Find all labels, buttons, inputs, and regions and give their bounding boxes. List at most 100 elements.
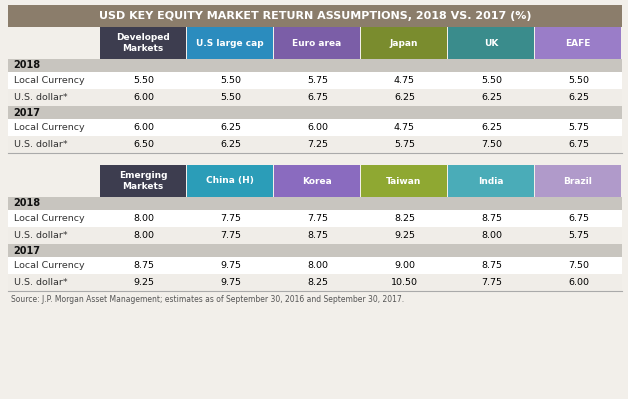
Text: 9.25: 9.25 xyxy=(394,231,415,240)
Text: 5.50: 5.50 xyxy=(568,76,589,85)
Text: Local Currency: Local Currency xyxy=(14,123,85,132)
Text: 7.75: 7.75 xyxy=(307,214,328,223)
Bar xyxy=(8,119,622,136)
Text: India: India xyxy=(479,176,504,186)
Text: 5.75: 5.75 xyxy=(568,231,589,240)
Bar xyxy=(448,27,534,59)
Bar xyxy=(535,27,621,59)
Text: Local Currency: Local Currency xyxy=(14,76,85,85)
Text: 6.50: 6.50 xyxy=(133,140,154,149)
Text: 6.25: 6.25 xyxy=(220,140,241,149)
Text: 6.25: 6.25 xyxy=(481,93,502,102)
Bar xyxy=(8,197,622,210)
Text: 6.25: 6.25 xyxy=(568,93,589,102)
Bar xyxy=(448,165,534,197)
Text: 6.00: 6.00 xyxy=(133,123,154,132)
Text: 8.25: 8.25 xyxy=(307,278,328,287)
Text: 5.50: 5.50 xyxy=(220,93,241,102)
Text: U.S large cap: U.S large cap xyxy=(196,38,264,47)
Bar xyxy=(8,244,622,257)
Text: 7.75: 7.75 xyxy=(481,278,502,287)
Text: 4.75: 4.75 xyxy=(394,123,415,132)
Bar xyxy=(8,27,622,59)
Text: 2017: 2017 xyxy=(13,245,40,255)
Text: 6.25: 6.25 xyxy=(220,123,241,132)
Text: 8.75: 8.75 xyxy=(133,261,154,270)
Text: Euro area: Euro area xyxy=(293,38,342,47)
Text: U.S. dollar*: U.S. dollar* xyxy=(14,231,68,240)
Bar xyxy=(274,165,360,197)
Bar xyxy=(8,106,622,119)
Text: 7.50: 7.50 xyxy=(568,261,589,270)
Text: EAFE: EAFE xyxy=(565,38,591,47)
Bar xyxy=(8,257,622,274)
Bar xyxy=(8,210,622,227)
Bar xyxy=(274,27,360,59)
Text: U.S. dollar*: U.S. dollar* xyxy=(14,140,68,149)
Text: Korea: Korea xyxy=(302,176,332,186)
Text: 9.25: 9.25 xyxy=(133,278,154,287)
Text: 2018: 2018 xyxy=(13,198,40,209)
Text: Brazil: Brazil xyxy=(563,176,592,186)
Text: 7.75: 7.75 xyxy=(220,214,241,223)
Text: Developed
Markets: Developed Markets xyxy=(116,33,170,53)
Text: 2018: 2018 xyxy=(13,61,40,71)
Text: 7.75: 7.75 xyxy=(220,231,241,240)
Text: 10.50: 10.50 xyxy=(391,278,418,287)
Text: 5.50: 5.50 xyxy=(481,76,502,85)
Text: Local Currency: Local Currency xyxy=(14,261,85,270)
Bar xyxy=(8,89,622,106)
Bar xyxy=(8,72,622,89)
Text: 6.00: 6.00 xyxy=(568,278,589,287)
Text: Source: J.P. Morgan Asset Management; estimates as of September 30, 2016 and Sep: Source: J.P. Morgan Asset Management; es… xyxy=(11,296,404,304)
Text: 7.25: 7.25 xyxy=(307,140,328,149)
Text: Emerging
Markets: Emerging Markets xyxy=(119,171,167,191)
Text: 6.75: 6.75 xyxy=(307,93,328,102)
Bar xyxy=(8,5,622,27)
Text: UK: UK xyxy=(484,38,498,47)
Text: 5.75: 5.75 xyxy=(568,123,589,132)
Text: 4.75: 4.75 xyxy=(394,76,415,85)
Text: 8.00: 8.00 xyxy=(481,231,502,240)
Text: 8.75: 8.75 xyxy=(481,214,502,223)
Bar xyxy=(8,136,622,153)
Text: 6.75: 6.75 xyxy=(568,140,589,149)
Text: 5.75: 5.75 xyxy=(394,140,415,149)
Text: 6.00: 6.00 xyxy=(133,93,154,102)
Text: 8.00: 8.00 xyxy=(307,261,328,270)
Text: U.S. dollar*: U.S. dollar* xyxy=(14,278,68,287)
Text: 8.00: 8.00 xyxy=(133,214,154,223)
Text: 8.25: 8.25 xyxy=(394,214,415,223)
Bar xyxy=(361,27,447,59)
Bar xyxy=(187,27,273,59)
Bar xyxy=(8,59,622,72)
Text: China (H): China (H) xyxy=(206,176,254,186)
Bar xyxy=(187,165,273,197)
Bar xyxy=(361,165,447,197)
Bar xyxy=(8,165,622,197)
Text: 6.25: 6.25 xyxy=(481,123,502,132)
Bar xyxy=(8,227,622,244)
Text: 9.75: 9.75 xyxy=(220,278,241,287)
Text: 6.25: 6.25 xyxy=(394,93,415,102)
Text: 8.00: 8.00 xyxy=(133,231,154,240)
Bar xyxy=(8,274,622,291)
Text: 9.75: 9.75 xyxy=(220,261,241,270)
Text: 5.50: 5.50 xyxy=(133,76,154,85)
Bar xyxy=(100,27,186,59)
Text: 6.75: 6.75 xyxy=(568,214,589,223)
Text: U.S. dollar*: U.S. dollar* xyxy=(14,93,68,102)
Bar xyxy=(100,165,186,197)
Text: 6.00: 6.00 xyxy=(307,123,328,132)
Text: 8.75: 8.75 xyxy=(307,231,328,240)
Text: 2017: 2017 xyxy=(13,107,40,117)
Text: USD KEY EQUITY MARKET RETURN ASSUMPTIONS, 2018 VS. 2017 (%): USD KEY EQUITY MARKET RETURN ASSUMPTIONS… xyxy=(99,11,531,21)
Text: Taiwan: Taiwan xyxy=(386,176,421,186)
Bar xyxy=(535,165,621,197)
Text: 9.00: 9.00 xyxy=(394,261,415,270)
Text: 7.50: 7.50 xyxy=(481,140,502,149)
Text: 8.75: 8.75 xyxy=(481,261,502,270)
Text: 5.75: 5.75 xyxy=(307,76,328,85)
Text: Japan: Japan xyxy=(390,38,418,47)
Text: 5.50: 5.50 xyxy=(220,76,241,85)
